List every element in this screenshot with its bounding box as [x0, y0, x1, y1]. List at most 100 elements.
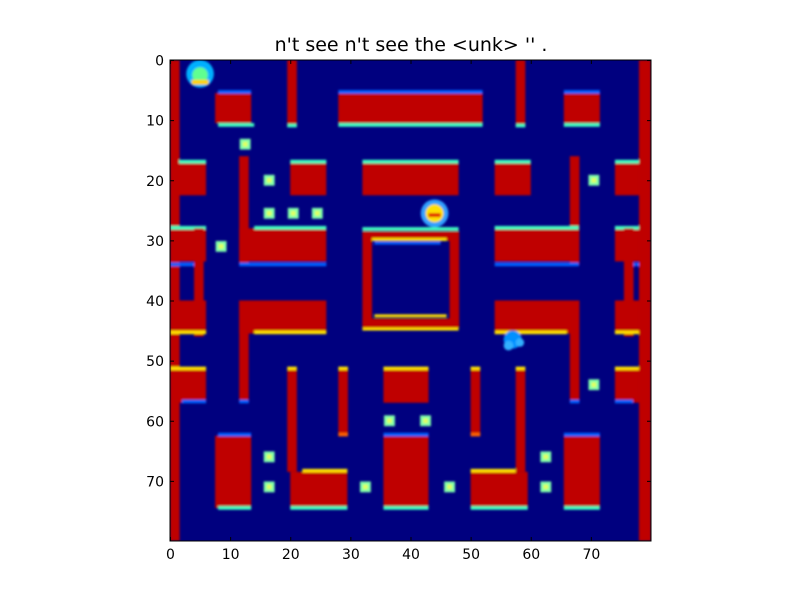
- pellet-core: [363, 484, 368, 490]
- x-tick-label: 50: [462, 547, 480, 563]
- pellet-core: [242, 141, 248, 147]
- pacman-sprite-core: [192, 67, 208, 83]
- wall-edge: [287, 123, 297, 128]
- wall-edge: [170, 330, 207, 335]
- x-tick-label: 40: [402, 547, 420, 563]
- wall-edge: [218, 90, 252, 94]
- wall-edge: [563, 123, 600, 127]
- pacman-sprite-detail: [191, 79, 209, 85]
- pellet-core: [591, 177, 597, 183]
- wall-block: [239, 228, 327, 262]
- y-tick-label: 40: [146, 294, 164, 310]
- wall-edge: [182, 399, 207, 404]
- wall-edge: [338, 90, 483, 94]
- wall-block: [239, 300, 249, 403]
- ghost-house-wall: [362, 231, 459, 241]
- wall-edge: [614, 399, 633, 404]
- wall-edge: [494, 262, 579, 267]
- wall-edge: [515, 366, 526, 371]
- wall-edge: [383, 432, 429, 437]
- wall-edge: [494, 330, 567, 335]
- wall-edge: [170, 225, 207, 230]
- wall-edge: [362, 227, 459, 231]
- y-tick-label: 0: [155, 54, 164, 70]
- pellet-core: [387, 418, 392, 424]
- wall-edge: [515, 123, 526, 128]
- wall-edge: [179, 159, 207, 164]
- pellet-core: [543, 484, 549, 490]
- wall-edge: [563, 506, 600, 510]
- wall-edge: [254, 225, 327, 230]
- pellet-core: [266, 484, 272, 490]
- wall-edge: [362, 327, 459, 331]
- wall-block: [614, 162, 639, 196]
- pellet-core: [290, 210, 296, 216]
- wall-block: [614, 300, 639, 334]
- ghost-house-wall: [362, 231, 373, 328]
- ghost-sprite-small: [503, 340, 514, 351]
- wall-edge: [362, 159, 459, 164]
- wall-edge: [338, 432, 348, 437]
- wall-edge: [383, 366, 429, 371]
- heatmap-image: [170, 60, 651, 541]
- wall-block: [338, 93, 483, 124]
- x-tick-label: 0: [166, 547, 175, 563]
- wall-edge: [470, 468, 516, 473]
- pellet-core: [266, 177, 272, 183]
- pellet-core: [423, 418, 428, 424]
- wall-edge: [368, 237, 447, 241]
- wall-edge: [338, 366, 348, 371]
- wall-edge: [614, 330, 639, 335]
- pellet-core: [543, 454, 549, 460]
- x-tick-label: 60: [522, 547, 540, 563]
- wall-block: [383, 369, 429, 403]
- wall-block: [563, 93, 600, 124]
- wall-block: [287, 60, 297, 127]
- x-tick-label: 20: [282, 547, 300, 563]
- pellet-core: [314, 210, 320, 216]
- wall-edge: [239, 399, 249, 404]
- wall-edge: [470, 432, 481, 437]
- wall-edge: [170, 366, 207, 371]
- pellet-core: [218, 243, 224, 249]
- wall-block: [563, 435, 600, 508]
- wall-edge: [614, 225, 639, 230]
- ghost-house-wall: [362, 318, 459, 329]
- wall-block: [179, 162, 207, 196]
- wall-block: [569, 300, 580, 403]
- wall-edge: [494, 159, 531, 164]
- wall-block: [239, 300, 327, 334]
- ghost-house-wall: [449, 231, 460, 328]
- wall-block: [614, 369, 639, 403]
- wall-block: [215, 93, 252, 124]
- wall-edge: [470, 366, 481, 371]
- wall-block: [170, 300, 207, 334]
- wall-block: [470, 471, 528, 508]
- maze-cells: [170, 60, 651, 541]
- wall-edge: [254, 330, 327, 335]
- y-tick-label: 20: [146, 174, 164, 190]
- wall-block: [494, 228, 579, 262]
- wall-block: [494, 300, 579, 334]
- wall-edge: [218, 123, 255, 127]
- wall-edge: [383, 506, 429, 510]
- wall-edge: [563, 432, 600, 437]
- wall-block: [290, 471, 348, 508]
- wall-block: [470, 369, 481, 436]
- pellet-core: [266, 210, 272, 216]
- wall-edge: [170, 262, 195, 267]
- wall-block: [215, 435, 252, 508]
- y-tick-label: 50: [146, 354, 164, 370]
- wall-block: [239, 156, 249, 265]
- wall-edge: [494, 225, 579, 230]
- wall-block: [515, 369, 526, 472]
- wall-edge: [218, 506, 252, 510]
- wall-edge: [374, 314, 447, 318]
- wall-edge: [290, 506, 348, 510]
- wall-edge: [239, 262, 327, 267]
- wall-block: [623, 228, 634, 337]
- wall-edge: [563, 90, 600, 94]
- x-tick-label: 10: [222, 547, 240, 563]
- wall-edge: [614, 159, 639, 164]
